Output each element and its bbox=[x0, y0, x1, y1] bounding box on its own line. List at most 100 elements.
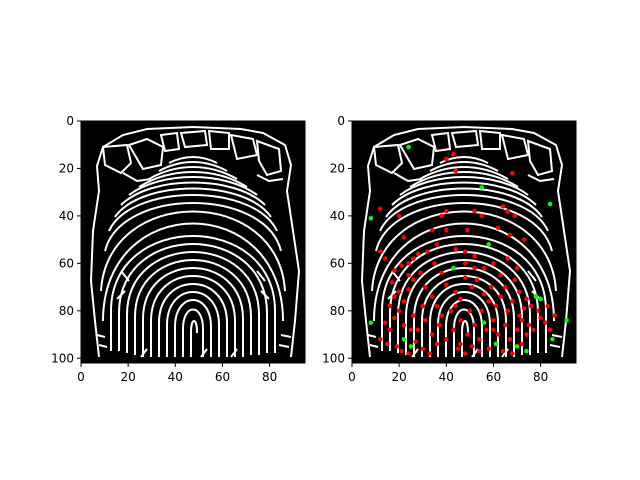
minutia-bifurcation-marker bbox=[519, 341, 525, 347]
minutia-bifurcation-marker bbox=[458, 341, 463, 347]
y-tick-label: 0 bbox=[337, 114, 345, 128]
minutia-bifurcation-marker bbox=[507, 232, 513, 238]
minutia-bifurcation-marker bbox=[477, 348, 482, 354]
minutia-bifurcation-marker bbox=[422, 317, 428, 323]
plot-frame-left bbox=[80, 120, 306, 364]
minutia-bifurcation-marker bbox=[434, 242, 440, 247]
minutia-bifurcation-marker bbox=[458, 317, 463, 323]
minutia-bifurcation-marker bbox=[453, 303, 459, 309]
minutia-bifurcation-marker bbox=[451, 151, 456, 157]
minutia-termination-marker bbox=[550, 336, 555, 342]
minutia-bifurcation-marker bbox=[418, 270, 423, 276]
minutia-bifurcation-marker bbox=[429, 294, 435, 299]
minutia-bifurcation-marker bbox=[524, 296, 529, 302]
minutia-bifurcation-marker bbox=[411, 256, 416, 261]
minutia-bifurcation-marker bbox=[467, 308, 473, 314]
minutia-bifurcation-marker bbox=[474, 277, 480, 283]
minutia-bifurcation-marker bbox=[517, 289, 522, 295]
y-tick-label: 0 bbox=[66, 114, 74, 128]
minutia-bifurcation-marker bbox=[413, 339, 418, 344]
minutia-bifurcation-marker bbox=[505, 208, 510, 214]
y-tick-label: 40 bbox=[330, 209, 345, 223]
minutia-bifurcation-marker bbox=[484, 327, 489, 333]
y-tick-label: 60 bbox=[330, 256, 345, 270]
minutia-bifurcation-marker bbox=[399, 348, 404, 354]
minutia-termination-marker bbox=[524, 348, 529, 354]
minutia-bifurcation-marker bbox=[382, 320, 388, 325]
minutia-bifurcation-marker bbox=[462, 261, 468, 266]
minutia-bifurcation-marker bbox=[432, 261, 437, 266]
minutia-bifurcation-marker bbox=[547, 327, 553, 333]
minutia-bifurcation-marker bbox=[472, 265, 477, 271]
minutia-bifurcation-marker bbox=[502, 322, 508, 328]
minutia-bifurcation-marker bbox=[382, 256, 388, 261]
minutia-bifurcation-marker bbox=[521, 306, 527, 311]
minutia-bifurcation-marker bbox=[394, 344, 400, 349]
minutia-bifurcation-marker bbox=[510, 299, 515, 304]
minutia-bifurcation-marker bbox=[495, 225, 501, 231]
minutia-bifurcation-marker bbox=[415, 327, 421, 333]
minutia-termination-marker bbox=[533, 294, 539, 299]
minutia-bifurcation-marker bbox=[434, 341, 440, 347]
x-tick-label: 60 bbox=[486, 370, 501, 384]
minutia-bifurcation-marker bbox=[406, 287, 411, 292]
minutia-bifurcation-marker bbox=[545, 303, 551, 309]
minutia-bifurcation-marker bbox=[422, 284, 428, 290]
minutia-termination-marker bbox=[493, 341, 499, 347]
minutia-bifurcation-marker bbox=[427, 351, 433, 356]
minutia-bifurcation-marker bbox=[507, 336, 513, 342]
minutia-termination-marker bbox=[547, 201, 553, 207]
minutia-bifurcation-marker bbox=[392, 268, 397, 273]
minutia-bifurcation-marker bbox=[429, 332, 435, 337]
x-tick-label: 20 bbox=[121, 370, 136, 384]
minutia-bifurcation-marker bbox=[524, 332, 529, 337]
minutia-bifurcation-marker bbox=[517, 313, 522, 318]
minutia-bifurcation-marker bbox=[420, 346, 426, 352]
minutia-bifurcation-marker bbox=[552, 313, 558, 318]
minutia-bifurcation-marker bbox=[502, 284, 508, 290]
minutia-bifurcation-marker bbox=[462, 249, 468, 254]
minutia-bifurcation-marker bbox=[486, 299, 492, 304]
minutia-bifurcation-marker bbox=[444, 282, 449, 288]
minutia-bifurcation-marker bbox=[491, 317, 496, 323]
minutia-bifurcation-marker bbox=[486, 346, 492, 352]
minutia-bifurcation-marker bbox=[543, 320, 548, 325]
minutia-bifurcation-marker bbox=[488, 284, 494, 290]
minutia-bifurcation-marker bbox=[491, 261, 496, 266]
minutia-bifurcation-marker bbox=[392, 315, 397, 321]
minutia-bifurcation-marker bbox=[469, 344, 475, 349]
minutia-bifurcation-marker bbox=[479, 213, 484, 219]
minutia-bifurcation-marker bbox=[481, 265, 487, 271]
minutia-bifurcation-marker bbox=[399, 263, 404, 269]
y-tick-label: 100 bbox=[51, 351, 74, 365]
minutia-bifurcation-marker bbox=[526, 322, 532, 328]
y-tick-label: 100 bbox=[322, 351, 345, 365]
minutia-bifurcation-marker bbox=[514, 327, 520, 333]
minutia-bifurcation-marker bbox=[512, 277, 517, 283]
minutia-bifurcation-marker bbox=[444, 227, 449, 233]
minutia-bifurcation-marker bbox=[465, 332, 470, 337]
minutia-bifurcation-marker bbox=[510, 351, 515, 356]
panel-right: 0 20 40 60 80 0 20 40 60 80 100 bbox=[322, 114, 577, 384]
minutia-bifurcation-marker bbox=[396, 308, 402, 314]
minutia-bifurcation-marker bbox=[439, 270, 444, 276]
minutia-bifurcation-marker bbox=[465, 227, 470, 233]
minutia-bifurcation-marker bbox=[387, 303, 393, 309]
minutia-bifurcation-marker bbox=[505, 308, 510, 314]
minutia-bifurcation-marker bbox=[408, 327, 414, 333]
minutia-bifurcation-marker bbox=[512, 213, 517, 219]
minutia-bifurcation-marker bbox=[500, 348, 506, 354]
minutia-bifurcation-marker bbox=[425, 249, 430, 254]
minutia-bifurcation-marker bbox=[528, 303, 534, 309]
minutia-bifurcation-marker bbox=[377, 249, 383, 254]
minutia-termination-marker bbox=[514, 344, 520, 349]
minutia-bifurcation-marker bbox=[472, 208, 477, 214]
y-tick-label: 20 bbox=[59, 161, 74, 175]
minutia-termination-marker bbox=[564, 317, 569, 323]
minutiae-markers bbox=[368, 144, 569, 356]
minutia-bifurcation-marker bbox=[392, 294, 397, 299]
minutia-bifurcation-marker bbox=[495, 332, 501, 337]
minutia-bifurcation-marker bbox=[401, 299, 407, 304]
y-tick-label: 20 bbox=[330, 161, 345, 175]
